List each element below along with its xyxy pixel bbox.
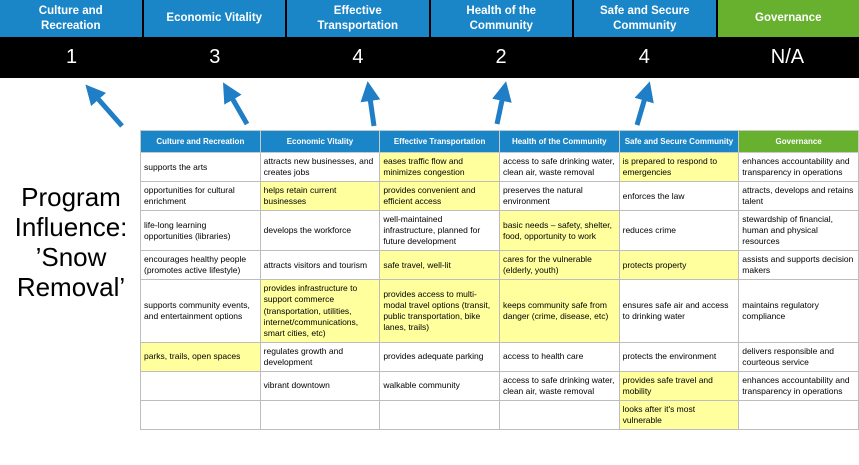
up-arrow-icon [223,82,250,126]
table-header-row: Culture and Recreation Economic Vitality E… [140,130,859,153]
pillar-header-2: Economic Vitality [143,0,285,37]
column-header: Governance [738,130,859,153]
column-header: Culture and Recreation [140,130,261,153]
pillar-score-1: 1 [66,46,78,68]
table-cell: eases traffic flow and minimizes congest… [379,151,500,183]
column-header: Economic Vitality [259,130,381,153]
table-cell: access to safe drinking water, clean air… [498,370,620,401]
table-cell: life-long learning opportunities (librar… [140,210,261,252]
table-cell: encourages healthy people (promotes acti… [140,250,261,281]
table-cell: ensures safe air and access to drinking … [618,279,740,343]
table-cell [259,399,381,430]
column-header: Health of the Community [498,130,620,153]
table-cell: provides access to multi-modal travel op… [379,279,500,343]
table-cell: assists and supports decision makers [738,250,859,281]
table-cell: regulates growth and development [259,341,381,372]
table-cell: delivers responsible and courteous servi… [738,341,859,372]
table-cell: cares for the vulnerable (elderly, youth… [498,250,620,281]
program-title-line: Influence: [14,212,128,242]
table-cell [140,399,261,430]
pillar-score-6: N/A [770,46,805,68]
table-row: supports the arts attracts new businesses… [140,151,859,183]
table-cell: supports the arts [140,151,261,183]
table-cell [379,399,500,430]
pillar-score-2: 3 [209,46,221,68]
table-row: life-long learning opportunities (librar… [140,210,859,252]
pillar-header-3: Effective Transportation [287,0,429,37]
table-cell: protects the environment [618,341,740,372]
table-cell: well-maintained infrastructure, planned … [379,210,500,252]
table-cell: basic needs – safety, shelter, food, opp… [498,210,620,252]
score-arrows [85,81,654,128]
program-title: Program Influence: ’Snow Removal’ [0,182,142,302]
pillar-score-4: 2 [495,46,507,68]
table-cell: parks, trails, open spaces [140,341,261,372]
table-row: encourages healthy people (promotes acti… [140,250,859,281]
up-arrow-icon [634,81,654,126]
program-title-line: Program [21,182,121,212]
pillar-score-5: 4 [638,46,650,68]
table-row: vibrant downtown walkable community access… [140,370,859,401]
table-cell: vibrant downtown [259,370,381,401]
table-body: supports the arts attracts new businesses… [140,151,859,430]
table-cell: provides adequate parking [379,341,500,372]
column-header: Effective Transportation [379,130,500,153]
pillar-header-row: Culture and Recreation Economic Vitality E… [0,0,859,37]
table-cell: attracts visitors and tourism [259,250,381,281]
pillar-header-4: Health of the Community [430,0,572,37]
pillar-header-6: Governance [717,0,859,37]
table-cell: enforces the law [618,181,740,212]
table-cell: walkable community [379,370,500,401]
table-cell [140,370,261,401]
table-cell: provides infrastructure to support comme… [259,279,381,343]
table-cell: provides safe travel and mobility [618,370,740,401]
table-cell: opportunities for cultural enrichment [140,181,261,212]
table-cell [498,399,620,430]
up-arrow-icon [492,81,512,125]
table-cell: maintains regulatory compliance [738,279,859,343]
pillar-score-row: 1 3 4 2 4 N/A [0,37,859,78]
table-cell: protects property [618,250,740,281]
table-cell: is prepared to respond to emergencies [618,151,740,183]
table-cell: access to health care [498,341,620,372]
table-cell: attracts, develops and retains talent [738,181,859,212]
table-row: opportunities for cultural enrichment hel… [140,181,859,212]
pillar-score-3: 4 [352,46,364,68]
table-cell: provides convenient and efficient access [379,181,500,212]
table-row: parks, trails, open spaces regulates grow… [140,341,859,372]
table-cell: helps retain current businesses [259,181,381,212]
table-cell [738,399,859,430]
up-arrow-icon [85,84,124,128]
up-arrow-icon [360,81,381,127]
table-cell: looks after it's most vulnerable [618,399,740,430]
table-cell: reduces crime [618,210,740,252]
pillar-header-5: Safe and Secure Community [574,0,716,37]
table-cell: supports community events, and entertain… [140,279,261,343]
table-cell: access to safe drinking water, clean air… [498,151,620,183]
table-cell: safe travel, well-lit [379,250,500,281]
pillar-summary-band: Culture and Recreation Economic Vitality E… [0,0,859,78]
influence-table: Culture and Recreation Economic Vitality E… [140,130,859,430]
table-cell: attracts new businesses, and creates job… [259,151,381,183]
program-title-line: Removal’ [16,272,126,302]
table-cell: enhances accountability and transparency… [738,151,859,183]
table-row: looks after it's most vulnerable [140,399,859,430]
pillar-header-1: Culture and Recreation [0,0,142,37]
table-cell: enhances accountability and transparency… [738,370,859,401]
table-row: supports community events, and entertain… [140,279,859,343]
table-cell: stewardship of financial, human and phys… [738,210,859,252]
table-cell: preserves the natural environment [498,181,620,212]
program-title-line: ’Snow [35,242,107,272]
table-cell: develops the workforce [259,210,381,252]
table-cell: keeps community safe from danger (crime,… [498,279,620,343]
column-header: Safe and Secure Community [618,130,740,153]
